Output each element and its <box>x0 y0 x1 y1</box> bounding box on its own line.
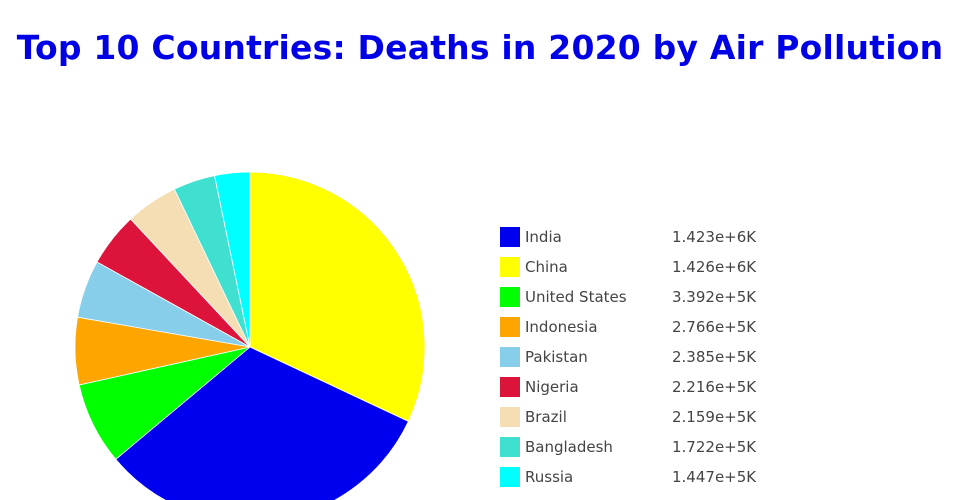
legend-label: Bangladesh <box>525 438 613 456</box>
legend-value: 1.447e+5K <box>672 468 757 486</box>
pie-slice-china <box>249 171 426 422</box>
chart-legend: India 1.423e+6K China 1.426e+6K United State… <box>499 225 799 495</box>
pie-slice-india <box>115 346 409 500</box>
legend-swatch <box>500 467 520 487</box>
legend-label: United States <box>525 288 627 306</box>
pie-slice-russia <box>214 171 251 348</box>
legend-label: China <box>525 258 568 276</box>
legend-swatch <box>500 377 520 397</box>
legend-label: Russia <box>525 468 574 486</box>
legend-item-bangladesh: Bangladesh 1.722e+5K <box>499 435 799 465</box>
chart-title: Top 10 Countries: Deaths in 2020 by Air … <box>16 28 944 67</box>
legend-swatch <box>500 257 520 277</box>
legend-swatch <box>500 407 520 427</box>
legend-label: India <box>525 228 562 246</box>
legend-swatch <box>500 227 520 247</box>
legend-item-china: China 1.426e+6K <box>499 255 799 285</box>
legend-item-nigeria: Nigeria 2.216e+5K <box>499 375 799 405</box>
legend-value: 3.392e+5K <box>672 288 757 306</box>
legend-item-indonesia: Indonesia 2.766e+5K <box>499 315 799 345</box>
legend-value: 1.722e+5K <box>672 438 757 456</box>
legend-item-brazil: Brazil 2.159e+5K <box>499 405 799 435</box>
legend-value: 2.216e+5K <box>672 378 757 396</box>
legend-item-russia: Russia 1.447e+5K <box>499 465 799 495</box>
legend-swatch <box>500 317 520 337</box>
legend-value: 1.426e+6K <box>672 258 757 276</box>
legend-swatch <box>500 437 520 457</box>
legend-value: 2.385e+5K <box>672 348 757 366</box>
legend-swatch <box>500 347 520 367</box>
legend-label: Pakistan <box>525 348 588 366</box>
legend-value: 2.766e+5K <box>672 318 757 336</box>
legend-label: Brazil <box>525 408 567 426</box>
legend-value: 1.423e+6K <box>672 228 757 246</box>
legend-item-india: India 1.423e+6K <box>499 225 799 255</box>
legend-label: Nigeria <box>525 378 579 396</box>
legend-value: 2.159e+5K <box>672 408 757 426</box>
legend-swatch <box>500 287 520 307</box>
legend-item-united-states: United States 3.392e+5K <box>499 285 799 315</box>
legend-item-pakistan: Pakistan 2.385e+5K <box>499 345 799 375</box>
legend-label: Indonesia <box>525 318 598 336</box>
